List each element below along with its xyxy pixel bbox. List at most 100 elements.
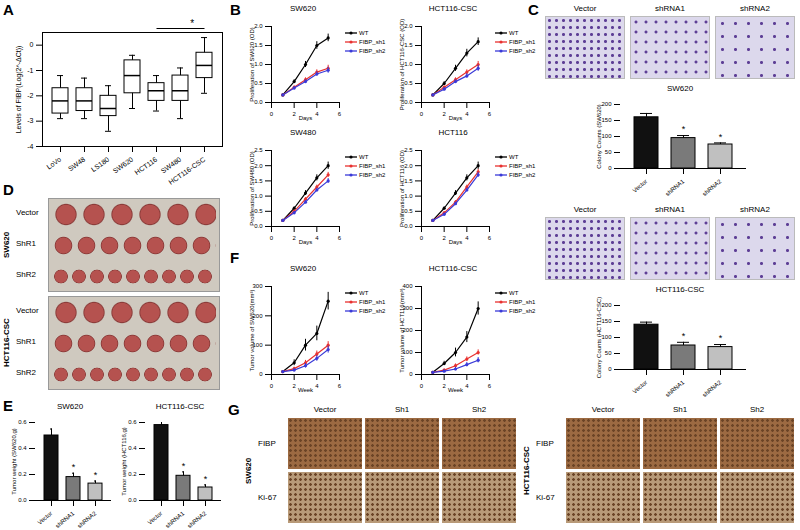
svg-text:2: 2 — [292, 111, 296, 117]
svg-text:Week: Week — [448, 387, 464, 393]
svg-text:Week: Week — [298, 387, 314, 393]
svg-text:1.0: 1.0 — [404, 193, 413, 199]
svg-text:6: 6 — [488, 383, 492, 389]
svg-text:Tumor volume of HCT116(mm³): Tumor volume of HCT116(mm³) — [399, 288, 405, 372]
svg-text:shRNA2: shRNA2 — [701, 379, 722, 398]
svg-text:2: 2 — [292, 383, 296, 389]
svg-text:2: 2 — [442, 111, 446, 117]
svg-text:6: 6 — [338, 235, 342, 241]
svg-text:0.4: 0.4 — [18, 445, 27, 451]
svg-text:shRNA1: shRNA1 — [664, 178, 685, 197]
svg-text:*: * — [719, 132, 723, 142]
svg-text:Tumor weight (HCT116,g): Tumor weight (HCT116,g) — [121, 427, 127, 496]
svg-text:Colony Counts (HCT116-CSC): Colony Counts (HCT116-CSC) — [596, 297, 602, 379]
svg-text:1.5: 1.5 — [404, 42, 413, 48]
svg-text:0: 0 — [30, 41, 34, 48]
svg-text:300: 300 — [252, 283, 263, 289]
svg-text:4: 4 — [315, 111, 319, 117]
svg-text:100: 100 — [601, 133, 612, 139]
svg-text:Colony Counts (SW620): Colony Counts (SW620) — [596, 104, 602, 169]
svg-text:0: 0 — [608, 366, 612, 372]
svg-text:4: 4 — [465, 235, 469, 241]
svg-text:Days: Days — [299, 115, 313, 121]
svg-text:0: 0 — [259, 371, 263, 377]
svg-text:50: 50 — [605, 350, 612, 356]
svg-text:0.0: 0.0 — [254, 223, 263, 229]
svg-text:-4: -4 — [27, 143, 33, 150]
svg-text:1.0: 1.0 — [254, 193, 263, 199]
svg-text:Vector: Vector — [631, 379, 648, 395]
svg-text:0: 0 — [270, 235, 274, 241]
svg-text:shRNA2: shRNA2 — [76, 510, 97, 529]
svg-text:200: 200 — [601, 101, 612, 107]
svg-text:0.0: 0.0 — [254, 99, 263, 105]
svg-text:0: 0 — [270, 111, 274, 117]
svg-text:HCT116-CSC: HCT116-CSC — [167, 156, 206, 186]
svg-text:0.6: 0.6 — [18, 419, 27, 425]
svg-text:2.5: 2.5 — [254, 147, 263, 153]
svg-text:0.5: 0.5 — [254, 208, 263, 214]
svg-text:1.5: 1.5 — [404, 178, 413, 184]
svg-text:0: 0 — [420, 111, 424, 117]
svg-text:6: 6 — [338, 383, 342, 389]
svg-text:2.0: 2.0 — [404, 163, 413, 169]
svg-text:Proliferation of HCT116-CSC (O: Proliferation of HCT116-CSC (OD) — [399, 19, 405, 111]
svg-text:6: 6 — [338, 111, 342, 117]
svg-text:6: 6 — [488, 235, 492, 241]
svg-text:150: 150 — [601, 117, 612, 123]
svg-text:Days: Days — [299, 239, 313, 245]
svg-text:Proliferation of SW620 (OD): Proliferation of SW620 (OD) — [249, 27, 255, 102]
svg-text:50: 50 — [605, 149, 612, 155]
svg-text:Days: Days — [449, 115, 463, 121]
svg-text:Tumor weight (SW620,g): Tumor weight (SW620,g) — [11, 428, 17, 494]
svg-text:2: 2 — [442, 383, 446, 389]
svg-text:*: * — [94, 470, 98, 480]
svg-text:*: * — [190, 18, 194, 29]
svg-text:150: 150 — [601, 318, 612, 324]
svg-text:*: * — [72, 462, 76, 472]
svg-text:*: * — [682, 124, 686, 134]
svg-text:0.5: 0.5 — [254, 80, 263, 86]
svg-text:0.4: 0.4 — [128, 445, 137, 451]
svg-text:1.0: 1.0 — [404, 61, 413, 67]
svg-text:0.0: 0.0 — [404, 99, 413, 105]
svg-text:0.5: 0.5 — [404, 208, 413, 214]
svg-text:0.0: 0.0 — [128, 497, 137, 503]
svg-text:1.5: 1.5 — [254, 178, 263, 184]
svg-text:2.0: 2.0 — [254, 163, 263, 169]
svg-text:200: 200 — [601, 302, 612, 308]
svg-text:Levels of FIBP(Log(2^-ΔCt)): Levels of FIBP(Log(2^-ΔCt)) — [15, 46, 23, 134]
svg-text:0: 0 — [409, 371, 413, 377]
svg-text:*: * — [204, 474, 208, 484]
svg-text:1.0: 1.0 — [254, 61, 263, 67]
svg-text:0.5: 0.5 — [404, 80, 413, 86]
svg-text:4: 4 — [465, 383, 469, 389]
svg-text:2.0: 2.0 — [404, 23, 413, 29]
svg-text:0: 0 — [608, 165, 612, 171]
svg-text:0: 0 — [420, 235, 424, 241]
svg-text:Proliferation of HCT116 (OD): Proliferation of HCT116 (OD) — [399, 150, 405, 227]
svg-text:*: * — [719, 333, 723, 343]
svg-text:Vector: Vector — [36, 510, 53, 526]
svg-text:6: 6 — [488, 111, 492, 117]
svg-text:0.6: 0.6 — [128, 419, 137, 425]
svg-text:2.5: 2.5 — [404, 147, 413, 153]
svg-text:SW48: SW48 — [67, 156, 87, 173]
svg-text:Tumor volume of SW620(mm³): Tumor volume of SW620(mm³) — [249, 289, 255, 371]
svg-text:LoVo: LoVo — [45, 156, 62, 171]
svg-text:4: 4 — [465, 111, 469, 117]
svg-text:shRNA1: shRNA1 — [54, 510, 75, 529]
svg-text:2: 2 — [292, 235, 296, 241]
svg-text:Days: Days — [449, 239, 463, 245]
svg-text:-1: -1 — [27, 67, 33, 74]
svg-text:Vector: Vector — [631, 178, 648, 194]
svg-text:Vector: Vector — [146, 510, 163, 526]
svg-text:0: 0 — [420, 383, 424, 389]
svg-text:0.2: 0.2 — [128, 471, 137, 477]
svg-text:-2: -2 — [27, 92, 33, 99]
svg-text:Proliferation of SW480 (OD): Proliferation of SW480 (OD) — [249, 151, 255, 226]
svg-text:*: * — [682, 331, 686, 341]
svg-text:shRNA2: shRNA2 — [186, 510, 207, 529]
svg-text:0.2: 0.2 — [18, 471, 27, 477]
svg-text:4: 4 — [315, 383, 319, 389]
